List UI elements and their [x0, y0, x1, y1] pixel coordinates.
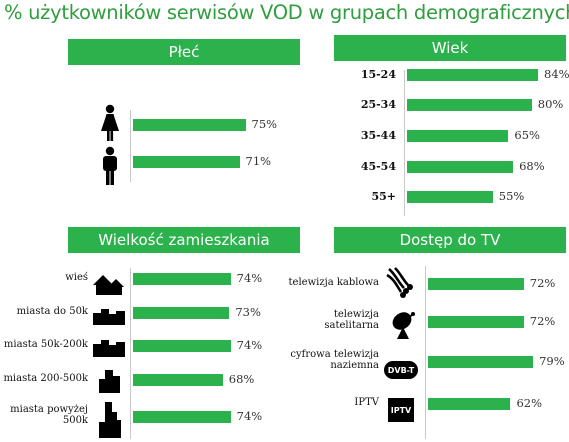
- bar-value-label: 84%: [544, 67, 569, 81]
- bar-value-label: 79%: [539, 354, 565, 368]
- panel-city-size-header: Wielkość zamieszkania: [68, 227, 300, 253]
- panel-city-size-axis: [130, 268, 131, 439]
- category-label: IPTV: [354, 397, 379, 408]
- bar-value-label: 73%: [235, 305, 261, 319]
- bar: [133, 374, 223, 386]
- page-title: % użytkowników serwisów VOD w grupach de…: [4, 1, 569, 24]
- category-label: 15-24: [360, 68, 396, 81]
- bar: [428, 316, 524, 328]
- category-label: telewizja satelitarna: [324, 309, 379, 331]
- bar: [407, 99, 532, 111]
- bar: [428, 356, 534, 368]
- bar-value-label: 65%: [514, 128, 540, 142]
- bar: [133, 411, 231, 423]
- category-label: miasta do 50k: [16, 306, 88, 317]
- bar: [133, 307, 230, 319]
- bar: [133, 340, 231, 352]
- category-label: cyfrowa telewizja naziemna: [290, 349, 379, 371]
- dvbt-icon: DVB-T: [384, 361, 418, 379]
- panel-gender-axis: [130, 110, 131, 182]
- bar-value-label: 72%: [529, 276, 556, 290]
- bar: [407, 161, 514, 173]
- bar-value-label: 62%: [516, 396, 543, 410]
- panel-tv-access-header: Dostęp do TV: [334, 227, 566, 253]
- satellite-dish-icon: [391, 310, 419, 344]
- bar-value-label: 75%: [251, 117, 278, 131]
- panel-age-axis: [404, 70, 405, 216]
- bar-value-label: 55%: [498, 189, 525, 203]
- bar: [407, 69, 539, 81]
- small-town-icon: [93, 307, 125, 329]
- category-label: 25-34: [360, 98, 396, 111]
- panel-gender-header: Płeć: [68, 39, 300, 65]
- category-label: miasta 50k-200k: [3, 339, 88, 350]
- city-icon: [99, 367, 121, 397]
- big-city-icon: [99, 400, 121, 442]
- bar-value-label: 68%: [228, 372, 255, 386]
- bar: [133, 273, 231, 285]
- panel-tv-access-axis: [425, 266, 426, 439]
- category-label: telewizja kablowa: [288, 277, 379, 288]
- iptv-icon: IPTV: [388, 398, 414, 422]
- bar-value-label: 80%: [537, 97, 564, 111]
- category-label: wieś: [65, 272, 88, 283]
- category-label: 45-54: [360, 160, 396, 173]
- bar: [133, 119, 246, 131]
- category-label: 55+: [371, 190, 396, 203]
- bar-value-label: 74%: [236, 409, 263, 423]
- cable-icon: [386, 266, 416, 304]
- category-label: 35-44: [360, 129, 396, 142]
- bar-value-label: 74%: [236, 271, 263, 285]
- bar: [407, 191, 493, 203]
- bar-value-label: 74%: [236, 338, 263, 352]
- mid-town-icon: [93, 339, 125, 361]
- bar: [428, 278, 524, 290]
- category-label: miasta powyżej 500k: [10, 404, 88, 426]
- bar: [407, 130, 509, 142]
- bar-value-label: 68%: [519, 159, 545, 173]
- bar-value-label: 71%: [245, 154, 272, 168]
- bar: [133, 156, 240, 168]
- panel-age-header: Wiek: [334, 35, 566, 61]
- woman-icon: [100, 104, 120, 146]
- bar: [428, 398, 511, 410]
- man-icon: [100, 146, 120, 190]
- category-label: miasta 200-500k: [3, 373, 88, 384]
- village-icon: [93, 274, 125, 300]
- bar-value-label: 72%: [529, 314, 556, 328]
